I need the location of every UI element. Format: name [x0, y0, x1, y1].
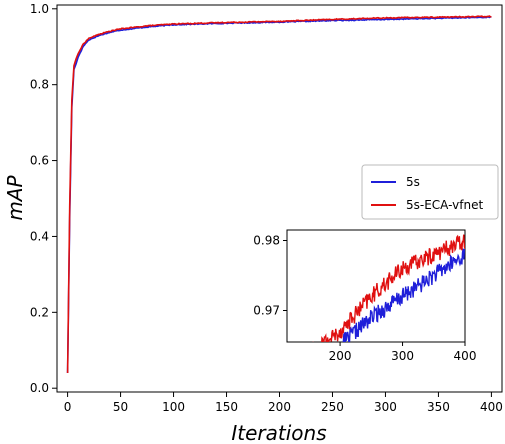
main-series — [66, 15, 492, 374]
x-tick-label: 300 — [374, 400, 397, 414]
main-x-ticks: 0 50 100 150 200 250 300 350 400 — [64, 392, 503, 414]
x-tick-label: 150 — [215, 400, 238, 414]
x-tick-label: 250 — [321, 400, 344, 414]
inset-series-line-5s — [342, 248, 465, 342]
inset-y-ticks: 0.97 0.98 — [253, 234, 287, 318]
inset-x-ticks: 200 300 400 — [329, 342, 477, 363]
y-tick-label: 1.0 — [30, 2, 49, 16]
y-tick-label: 0.0 — [30, 381, 49, 395]
x-tick-label: 350 — [427, 400, 450, 414]
legend: 5s 5s-ECA-vfnet — [361, 164, 499, 220]
x-tick-label: 0 — [64, 400, 72, 414]
inset-x-tick-label: 400 — [454, 349, 477, 363]
y-tick-label: 0.8 — [30, 78, 49, 92]
inset-frame — [286, 229, 466, 343]
x-tick-label: 100 — [162, 400, 185, 414]
inset-zoom: 200 300 400 0.97 0.98 — [253, 229, 477, 363]
inset-series — [312, 234, 465, 342]
series-line-5s-eca-vfnet — [66, 15, 492, 374]
y-axis-label: mAP — [3, 174, 27, 220]
x-axis-label: Iterations — [231, 421, 326, 444]
legend-label-5s-eca-vfnet: 5s-ECA-vfnet — [406, 198, 483, 212]
y-tick-label: 0.6 — [30, 154, 49, 168]
inset-x-tick-label: 300 — [391, 349, 414, 363]
inset-x-tick-label: 200 — [329, 349, 352, 363]
inset-series-line-5s-eca-vfnet — [312, 234, 465, 342]
x-tick-label: 200 — [268, 400, 291, 414]
legend-label-5s: 5s — [406, 175, 420, 189]
y-tick-label: 0.4 — [30, 229, 49, 243]
x-tick-label: 50 — [113, 400, 128, 414]
main-y-ticks: 0.0 0.2 0.4 0.6 0.8 1.0 — [30, 2, 57, 395]
inset-y-tick-label: 0.98 — [253, 234, 280, 248]
inset-y-tick-label: 0.97 — [253, 304, 280, 318]
x-tick-label: 400 — [480, 400, 503, 414]
y-tick-label: 0.2 — [30, 305, 49, 319]
